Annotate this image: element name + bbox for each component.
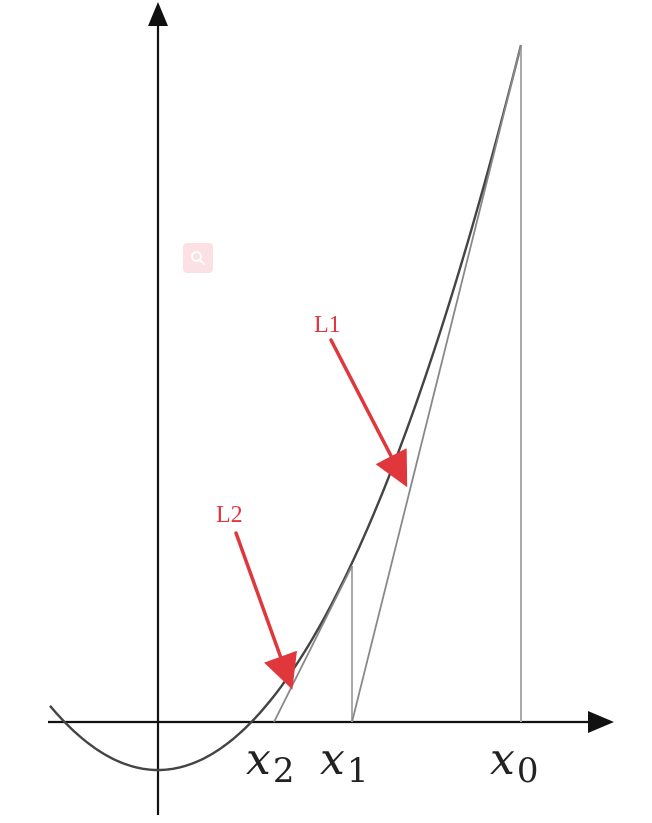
label-x0: x0: [490, 734, 538, 791]
label-x1: x1: [320, 734, 368, 791]
label-x2: x2: [246, 734, 294, 791]
function-curve: [49, 44, 523, 772]
annotation-label-l1: L1: [314, 312, 341, 338]
annotation-arrow-l2: [234, 531, 297, 690]
y-axis-arrowhead: [148, 2, 168, 26]
tangent-line-l2: [273, 565, 353, 723]
search-icon: [191, 251, 205, 265]
x-axis-arrowhead: [588, 711, 614, 733]
annotation-label-l2: L2: [216, 502, 243, 528]
search-badge-button[interactable]: [183, 243, 213, 273]
annotation-arrow-l1: [329, 338, 408, 488]
tangent-line-l1: [351, 44, 522, 723]
